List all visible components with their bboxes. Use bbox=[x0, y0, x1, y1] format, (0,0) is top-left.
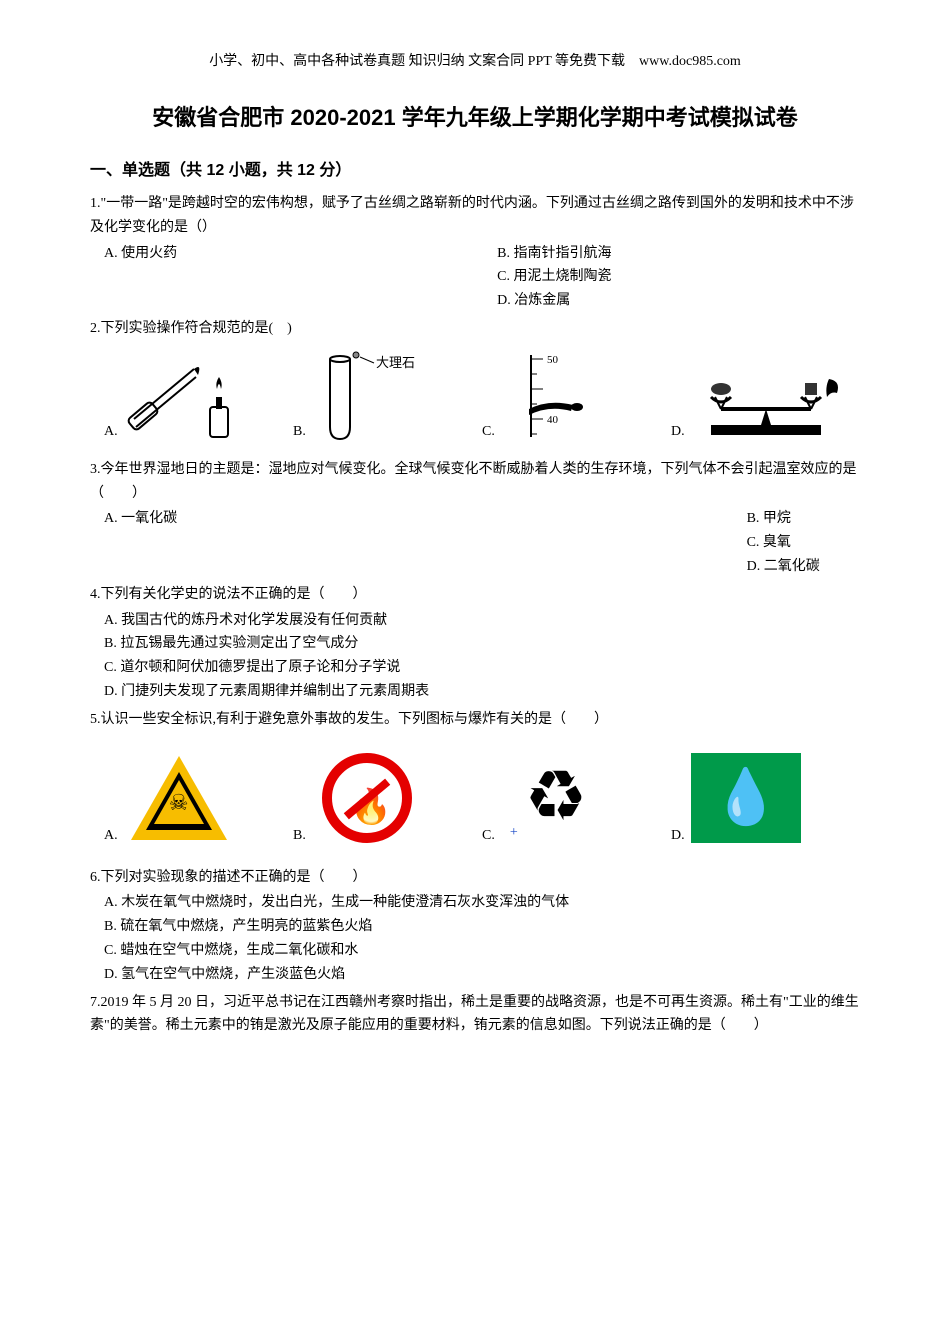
question-4-text: 4.下列有关化学史的说法不正确的是（ ） bbox=[90, 583, 860, 607]
no-fire-icon: 🔥 bbox=[312, 748, 422, 848]
toxic-warning-icon: ☠ bbox=[124, 748, 234, 848]
test-tube-heating-icon bbox=[124, 349, 234, 444]
question-5-text: 5.认识一些安全标识,有利于避免意外事故的发生。下列图标与爆炸有关的是（ ） bbox=[90, 708, 860, 732]
q1-option-a: A. 使用火药 bbox=[104, 242, 497, 266]
q1-option-c: C. 用泥土烧制陶瓷 bbox=[497, 265, 860, 289]
question-7: 7.2019 年 5 月 20 日，习近平总书记在江西赣州考察时指出，稀土是重要… bbox=[90, 991, 860, 1039]
q3-option-a: A. 一氧化碳 bbox=[104, 507, 747, 531]
question-2-text: 2.下列实验操作符合规范的是( ) bbox=[90, 317, 860, 341]
q2-option-b-label: B. bbox=[293, 420, 306, 444]
balance-scale-icon bbox=[691, 359, 841, 444]
exam-title: 安徽省合肥市 2020-2021 学年九年级上学期化学期中考试模拟试卷 bbox=[90, 100, 860, 132]
question-4: 4.下列有关化学史的说法不正确的是（ ） A. 我国古代的炼丹术对化学发展没有任… bbox=[90, 583, 860, 704]
q4-option-d: D. 门捷列夫发现了元素周期律并编制出了元素周期表 bbox=[104, 680, 860, 704]
q5-option-a-label: A. bbox=[104, 824, 118, 848]
recycle-icon: ♻+ bbox=[501, 748, 611, 848]
q1-option-b: B. 指南针指引航海 bbox=[497, 242, 860, 266]
svg-text:50: 50 bbox=[547, 354, 559, 366]
q5-option-c-label: C. bbox=[482, 824, 495, 848]
q4-option-c: C. 道尔顿和阿伏加德罗提出了原子论和分子学说 bbox=[104, 656, 860, 680]
question-1: 1."一带一路"是跨越时空的宏伟构想，赋予了古丝绸之路崭新的时代内涵。下列通过古… bbox=[90, 192, 860, 313]
section-1-heading: 一、单选题（共 12 小题，共 12 分） bbox=[90, 156, 860, 180]
q6-option-d: D. 氢气在空气中燃烧，产生淡蓝色火焰 bbox=[104, 963, 860, 987]
svg-text:40: 40 bbox=[547, 414, 559, 426]
q5-option-b-label: B. bbox=[293, 824, 306, 848]
q5-option-d-label: D. bbox=[671, 824, 685, 848]
q6-option-a: A. 木炭在氧气中燃烧时，发出白光，生成一种能使澄清石灰水变浑浊的气体 bbox=[104, 891, 860, 915]
page-header: 小学、初中、高中各种试卷真题 知识归纳 文案合同 PPT 等免费下载 www.d… bbox=[90, 50, 860, 70]
question-7-text: 7.2019 年 5 月 20 日，习近平总书记在江西赣州考察时指出，稀土是重要… bbox=[90, 991, 860, 1039]
eco-drop-icon: 💧 bbox=[691, 748, 801, 848]
question-6: 6.下列对实验现象的描述不正确的是（ ） A. 木炭在氧气中燃烧时，发出白光，生… bbox=[90, 866, 860, 987]
question-6-text: 6.下列对实验现象的描述不正确的是（ ） bbox=[90, 866, 860, 890]
marble-label-text: 大理石 bbox=[376, 355, 415, 370]
q2-option-c-label: C. bbox=[482, 420, 495, 444]
q1-option-d: D. 冶炼金属 bbox=[497, 289, 860, 313]
q3-option-d: D. 二氧化碳 bbox=[747, 555, 860, 579]
q6-option-c: C. 蜡烛在空气中燃烧，生成二氧化碳和水 bbox=[104, 939, 860, 963]
question-5: 5.认识一些安全标识,有利于避免意外事故的发生。下列图标与爆炸有关的是（ ） A… bbox=[90, 708, 860, 848]
q4-option-b: B. 拉瓦锡最先通过实验测定出了空气成分 bbox=[104, 632, 860, 656]
q2-option-a-label: A. bbox=[104, 420, 118, 444]
q3-option-c: C. 臭氧 bbox=[747, 531, 860, 555]
q4-option-a: A. 我国古代的炼丹术对化学发展没有任何贡献 bbox=[104, 609, 860, 633]
question-2: 2.下列实验操作符合规范的是( ) A. B. bbox=[90, 317, 860, 444]
graduated-cylinder-icon: 50 40 bbox=[501, 349, 611, 444]
q3-option-b: B. 甲烷 bbox=[747, 507, 860, 531]
question-3-text: 3.今年世界湿地日的主题是：湿地应对气候变化。全球气候变化不断威胁着人类的生存环… bbox=[90, 458, 860, 506]
marble-tube-icon: 大理石 bbox=[312, 349, 432, 444]
question-3: 3.今年世界湿地日的主题是：湿地应对气候变化。全球气候变化不断威胁着人类的生存环… bbox=[90, 458, 860, 579]
question-1-text: 1."一带一路"是跨越时空的宏伟构想，赋予了古丝绸之路崭新的时代内涵。下列通过古… bbox=[90, 192, 860, 240]
q2-option-d-label: D. bbox=[671, 420, 685, 444]
q6-option-b: B. 硫在氧气中燃烧，产生明亮的蓝紫色火焰 bbox=[104, 915, 860, 939]
